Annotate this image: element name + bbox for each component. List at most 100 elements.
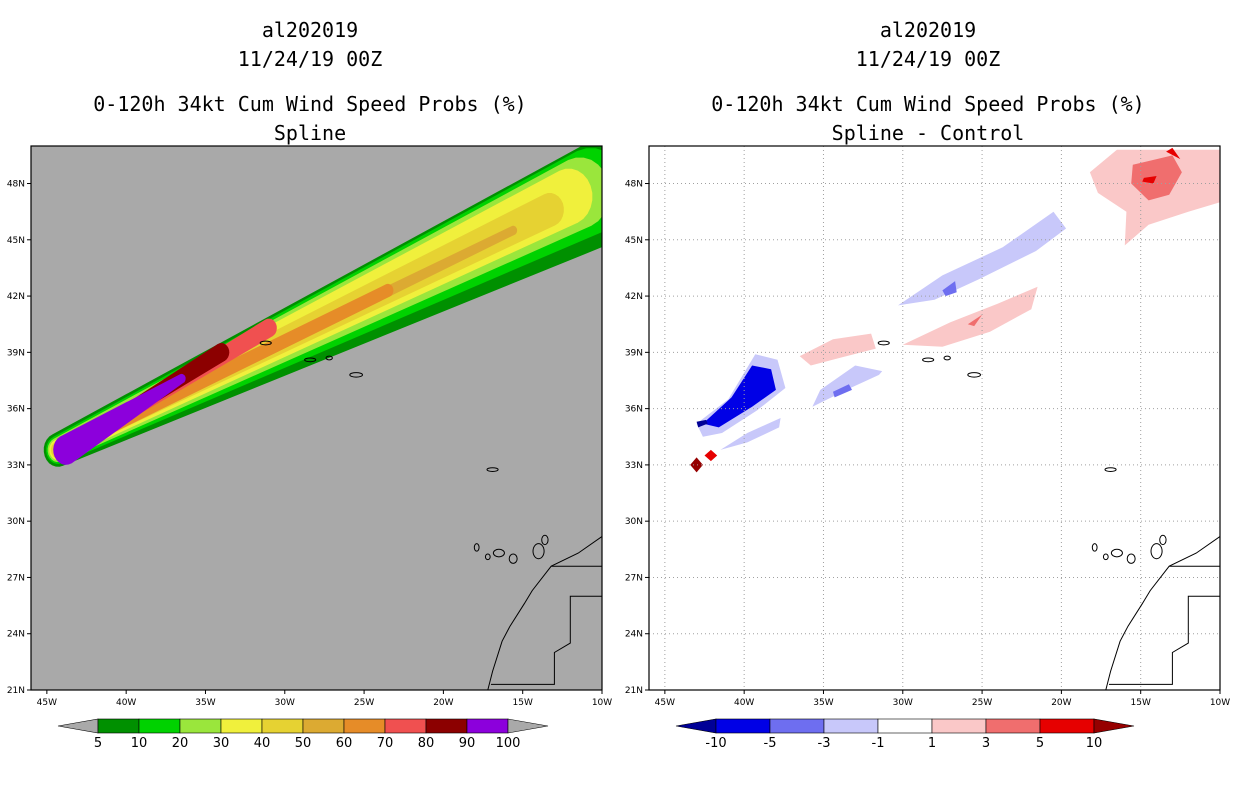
y-tick-label: 39N [625,348,643,358]
y-tick-label: 45N [7,236,25,246]
right-africa-coast [1105,535,1220,690]
left-map-contents [43,146,602,690]
colorbar-label: 100 [496,736,521,751]
colorbar-box [384,718,427,734]
x-tick-label: 20W [433,698,453,708]
diff-area-pos-ne-mid [1131,155,1182,201]
colorbar-box [985,718,1041,734]
right-madeira [1104,467,1117,472]
colorbar-box [261,718,304,734]
diff-area-pos-ne-inner [1142,176,1157,184]
colorbar-box [302,718,345,734]
left-azores-3 [325,355,333,361]
colorbar-label: 60 [336,736,353,751]
y-tick-label: 27N [7,573,25,583]
left-canary-5 [532,543,545,560]
left-title-line-4: Spline [273,121,347,145]
colorbar-label: 40 [254,736,271,751]
y-tick-label: 48N [625,180,643,190]
right-canary-2 [1102,553,1109,561]
left-colorbar: 5 10 20 30 40 50 60 70 80 90 100 [57,718,549,751]
left-azores-4 [349,372,363,378]
x-tick-label: 40W [734,698,754,708]
right-title-line-2: 11/24/19 00Z [855,47,1001,71]
colorbar-label: 10 [1086,736,1103,751]
right-azores-4 [967,372,981,378]
colorbar-box [138,718,181,734]
left-border-2 [491,595,602,685]
colorbar-label: 30 [213,736,230,751]
left-title-line-1: al202019 [261,18,359,42]
left-map-frame [30,145,603,691]
diff-area-pos-east-mid [967,314,983,327]
diff-area-neg-west-mid [702,365,776,428]
colorbar-label: 90 [459,736,476,751]
colorbar-high-arrow [507,718,549,734]
colorbar-label: 1 [928,736,936,751]
y-tick-label: 33N [7,461,25,471]
colorbar-low-arrow [57,718,99,734]
y-tick-label: 36N [7,405,25,415]
x-tick-label: 25W [354,698,374,708]
x-tick-label: 40W [116,698,136,708]
y-tick-label: 24N [625,630,643,640]
left-africa-coast [487,535,602,690]
y-tick-label: 21N [7,686,25,696]
colorbar-box [343,718,386,734]
y-tick-label: 42N [7,292,25,302]
colorbar-box [466,718,509,734]
diff-area-pos-east [902,286,1038,347]
colorbar-label: -3 [818,736,831,751]
y-tick-label: 21N [625,686,643,696]
left-canary-6 [541,534,549,546]
left-azores-2 [304,357,317,363]
left-canary-1 [473,543,480,552]
x-tick-label: 30W [893,698,913,708]
colorbar-label: 5 [1036,736,1044,751]
left-map-panel: 45W 40W 35W 30W 25W 20W 15W 10W 21N 24N 27N 30N 33N 3… [7,145,612,708]
colorbar-label: 70 [377,736,394,751]
colorbar-box [877,718,933,734]
right-canary-3 [1110,548,1123,558]
right-azores-3 [943,355,951,361]
right-title-line-3: 0-120h 34kt Cum Wind Speed Probs (%) [711,92,1145,116]
y-tick-label: 27N [625,573,643,583]
right-canary-5 [1150,543,1163,560]
x-tick-label: 15W [1131,698,1151,708]
colorbar-label: 20 [172,736,189,751]
left-title-line-2: 11/24/19 00Z [237,47,383,71]
colorbar-low-arrow [675,718,717,734]
x-tick-label: 45W [655,698,675,708]
diff-area-pos-ne-inner2 [1166,147,1181,160]
colorbar-label: 3 [982,736,990,751]
x-tick-label: 15W [513,698,533,708]
colorbar-box [1039,718,1095,734]
y-tick-label: 24N [7,630,25,640]
colorbar-box [220,718,263,734]
colorbar-label: -10 [705,736,726,751]
colorbar-box [715,718,771,734]
colorbar-label: 50 [295,736,312,751]
y-tick-label: 30N [625,517,643,527]
x-tick-label: 45W [37,698,57,708]
right-canary-4 [1126,553,1136,564]
y-tick-label: 42N [625,292,643,302]
diff-area-pos-sw-1 [690,457,703,473]
colorbar-high-arrow [1093,718,1135,734]
left-canary-3 [492,548,505,558]
colorbar-box [97,718,140,734]
diff-area-neg-west-inner [696,419,708,428]
left-madeira [486,467,499,472]
x-tick-label: 20W [1051,698,1071,708]
y-tick-label: 36N [625,405,643,415]
right-title-line-4: Spline - Control [831,121,1025,145]
right-map-contents [649,146,1220,690]
colorbar-label: -1 [872,736,885,751]
prob-contour-90 [53,373,186,465]
diff-area-pos-center [799,333,876,366]
left-canary-2 [484,553,491,561]
right-chart-title: al202019 11/24/19 00Z 0-120h 34kt Cum Wi… [628,16,1228,148]
x-tick-label: 35W [813,698,833,708]
x-tick-label: 10W [592,698,612,708]
